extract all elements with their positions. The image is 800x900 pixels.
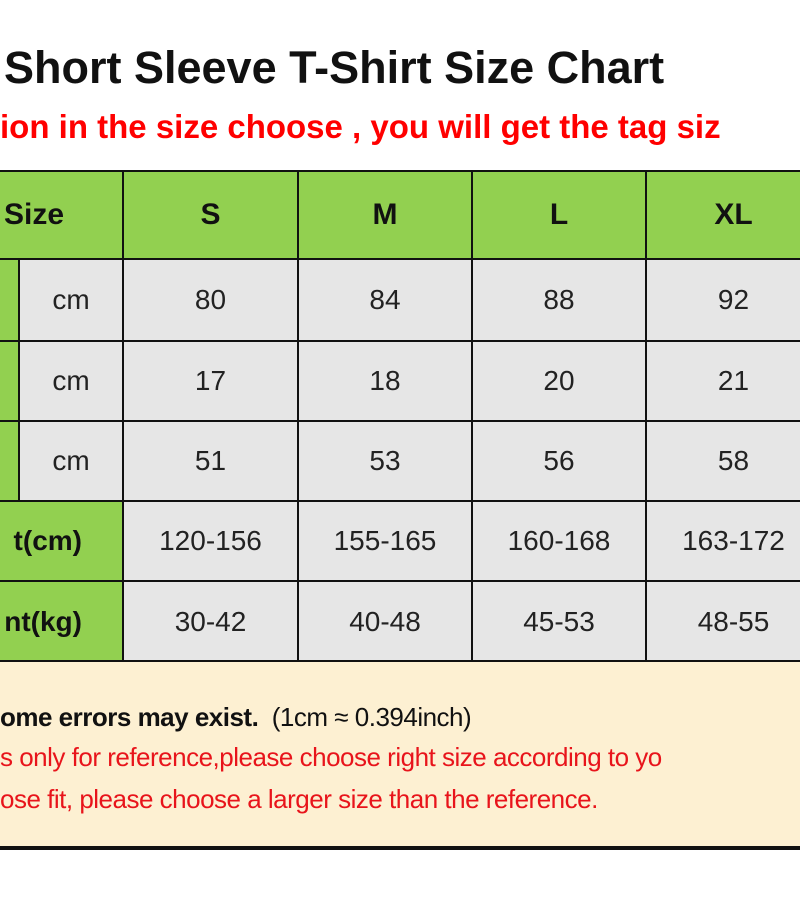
note-errors: ome errors may exist. — [0, 702, 259, 732]
unit-cell: cm — [18, 420, 124, 502]
note-conversion: (1cm ≈ 0.394inch) — [271, 702, 472, 732]
note-line-2: s only for reference,please choose right… — [0, 742, 662, 772]
range-value: 30-42 — [122, 580, 299, 664]
note-line-1: ome errors may exist. (1cm ≈ 0.394inch) — [0, 702, 472, 733]
size-header-m: M — [297, 170, 473, 260]
notes-box: ome errors may exist. (1cm ≈ 0.394inch) … — [0, 660, 800, 850]
measure-value: 21 — [645, 340, 800, 422]
range-value: 45-53 — [471, 580, 647, 664]
range-label: t(cm) — [0, 500, 124, 582]
range-value: 155-165 — [297, 500, 473, 582]
chart-subtitle: ion in the size choose , you will get th… — [0, 108, 721, 145]
unit-cell: cm — [18, 340, 124, 422]
measure-label-cell — [0, 258, 20, 342]
range-value: 160-168 — [471, 500, 647, 582]
measure-value: 84 — [297, 258, 473, 342]
note-line-3: ose fit, please choose a larger size tha… — [0, 784, 598, 814]
range-value: 120-156 — [122, 500, 299, 582]
measure-value: 92 — [645, 258, 800, 342]
range-value: 163-172 — [645, 500, 800, 582]
range-value: 48-55 — [645, 580, 800, 664]
range-label: nt(kg) — [0, 580, 124, 664]
size-header-l: L — [471, 170, 647, 260]
measure-value: 80 — [122, 258, 299, 342]
measure-label-cell — [0, 340, 20, 422]
measure-value: 53 — [297, 420, 473, 502]
measure-value: 58 — [645, 420, 800, 502]
size-header-xl: XL — [645, 170, 800, 260]
measure-value: 51 — [122, 420, 299, 502]
size-header-s: S — [122, 170, 299, 260]
chart-title: Short Sleeve T-Shirt Size Chart — [4, 42, 665, 93]
unit-cell: cm — [18, 258, 124, 342]
measure-value: 20 — [471, 340, 647, 422]
measure-value: 18 — [297, 340, 473, 422]
measure-value: 88 — [471, 258, 647, 342]
measure-value: 56 — [471, 420, 647, 502]
header-size-label: Size — [0, 170, 124, 260]
range-value: 40-48 — [297, 580, 473, 664]
measure-label-cell — [0, 420, 20, 502]
measure-value: 17 — [122, 340, 299, 422]
